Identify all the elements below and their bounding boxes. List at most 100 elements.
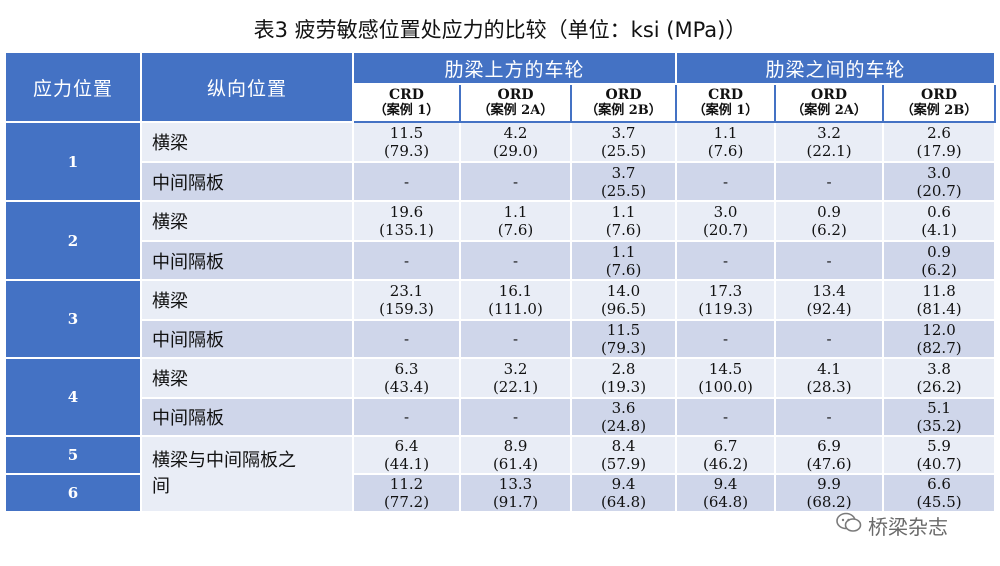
case-name: CRD	[708, 87, 743, 103]
stress-ksi: -	[512, 172, 519, 191]
stress-ksi: 3.6	[611, 399, 636, 417]
stress-ksi: -	[722, 408, 729, 426]
stress-ksi: 1.1	[611, 242, 636, 261]
stress-value-cell: 6.4 (44.1)	[354, 437, 461, 475]
stress-ksi: 1.1	[503, 203, 528, 221]
stress-value-cell: 0.6 (4.1)	[884, 202, 997, 242]
stress-mpa: (64.8)	[702, 493, 749, 511]
stress-mpa: (135.1)	[379, 221, 434, 239]
stress-ksi: 3.0	[713, 203, 738, 221]
stress-value-cell: 11.5 (79.3)	[572, 321, 678, 359]
stress-position-cell: 6	[6, 475, 142, 513]
stress-value-cell: -	[776, 321, 885, 359]
stress-value-cell: 8.4 (57.9)	[572, 437, 678, 475]
stress-mpa: (6.2)	[811, 221, 847, 239]
stress-ksi: 11.2	[389, 475, 424, 493]
stress-value-cell: 5.9 (40.7)	[884, 437, 997, 475]
table-body: 1 横梁 11.5 (79.3) 4.2 (29.0) 3.7 (25.5) 1.1 (7.6) 3…	[6, 123, 997, 513]
stress-value-cell: 3.7 (25.5)	[572, 163, 678, 202]
stress-value-cell: 17.3 (119.3)	[677, 281, 777, 321]
case-id: （案例 2A）	[791, 103, 867, 118]
stress-value-cell: 14.0 (96.5)	[572, 281, 678, 321]
stress-ksi: 9.4	[713, 475, 738, 493]
stress-ksi: 9.9	[817, 475, 841, 493]
stress-value-cell: 9.9 (68.2)	[776, 475, 885, 513]
table-row: 中间隔板 - - 11.5 (79.3) - - 12.0 (82.7)	[6, 321, 997, 359]
stress-value-cell: 1.1 (7.6)	[572, 202, 678, 242]
stress-ksi: 5.1	[927, 399, 951, 417]
stress-mpa: (24.8)	[600, 417, 647, 435]
stress-ksi: 23.1	[389, 282, 424, 300]
header-case: ORD （案例 2B）	[572, 85, 678, 123]
stress-value-cell: 9.4 (64.8)	[572, 475, 678, 513]
case-name: ORD	[811, 87, 848, 103]
stress-value-cell: 2.6 (17.9)	[884, 123, 997, 163]
stress-mpa: (45.5)	[916, 493, 962, 511]
longitudinal-location-label: 中间隔板	[142, 163, 354, 202]
stress-value-cell: -	[354, 321, 461, 359]
stress-ksi: 3.8	[927, 360, 951, 378]
stress-mpa: (25.5)	[600, 142, 647, 160]
stress-value-cell: 6.7 (46.2)	[677, 437, 777, 475]
stress-value-cell: 23.1 (159.3)	[354, 281, 461, 321]
stress-mpa: (35.2)	[916, 417, 962, 435]
stress-mpa: (61.4)	[492, 455, 539, 473]
stress-ksi: 6.6	[927, 475, 951, 493]
stress-value-cell: -	[461, 163, 572, 202]
header-case: ORD （案例 2A）	[461, 85, 572, 123]
longitudinal-location-label: 横梁与中间隔板之间	[142, 437, 354, 513]
case-name: ORD	[921, 87, 958, 103]
stress-ksi: 6.7	[713, 437, 738, 455]
case-name: ORD	[497, 87, 534, 103]
stress-ksi: -	[403, 408, 410, 426]
stress-value-cell: 11.8 (81.4)	[884, 281, 997, 321]
stress-value-cell: -	[461, 399, 572, 437]
stress-mpa: (28.3)	[806, 378, 852, 396]
stress-ksi: -	[403, 330, 410, 348]
case-name: CRD	[389, 87, 424, 103]
stress-ksi: -	[826, 330, 832, 348]
stress-mpa: (77.2)	[383, 493, 430, 511]
stress-value-cell: 4.1 (28.3)	[776, 359, 885, 399]
table-row: 中间隔板 - - 1.1 (7.6) - - 0.9 (6.2)	[6, 242, 997, 281]
stress-value-cell: 16.1 (111.0)	[461, 281, 572, 321]
stress-value-cell: 13.3 (91.7)	[461, 475, 572, 513]
stress-value-cell: 2.8 (19.3)	[572, 359, 678, 399]
table-row: 中间隔板 - - 3.7 (25.5) - - 3.0 (20.7)	[6, 163, 997, 202]
stress-mpa: (92.4)	[806, 300, 852, 318]
stress-mpa: (82.7)	[916, 339, 962, 357]
stress-mpa: (96.5)	[600, 300, 647, 318]
watermark: 桥梁杂志	[836, 512, 948, 539]
stress-value-cell: 14.5 (100.0)	[677, 359, 777, 399]
stress-mpa: (111.0)	[488, 300, 543, 318]
header-group-between-ribs: 肋梁之间的车轮	[677, 53, 997, 85]
stress-value-cell: 5.1 (35.2)	[884, 399, 997, 437]
table-row: 3 横梁 23.1 (159.3) 16.1 (111.0) 14.0 (96.5) 17.3(…	[6, 281, 997, 359]
stress-position-cell: 4	[6, 359, 142, 437]
stress-ksi: -	[512, 251, 519, 270]
stress-ksi: 16.1	[498, 282, 533, 300]
stress-mpa: (57.9)	[600, 455, 647, 473]
table-row: 1 横梁 11.5 (79.3) 4.2 (29.0) 3.7 (25.5) 1.1 (7.6) 3…	[6, 123, 997, 202]
stress-mpa: (46.2)	[702, 455, 749, 473]
stress-value-cell: 12.0 (82.7)	[884, 321, 997, 359]
stress-mpa: (22.1)	[806, 142, 852, 160]
stress-ksi: 8.4	[611, 437, 636, 455]
stress-value-cell: 6.9 (47.6)	[776, 437, 885, 475]
stress-mpa: (43.4)	[383, 378, 430, 396]
longitudinal-location-label: 横梁	[142, 281, 354, 321]
stress-mpa: (20.7)	[702, 221, 749, 239]
stress-mpa: (17.9)	[916, 142, 962, 160]
stress-value-cell: 6.3 (43.4)	[354, 359, 461, 399]
stress-mpa: (19.3)	[600, 378, 647, 396]
stress-mpa: (64.8)	[600, 493, 647, 511]
stress-ksi: 5.9	[927, 437, 951, 455]
stress-mpa: (47.6)	[806, 455, 852, 473]
stress-ksi: 14.5	[708, 360, 743, 378]
stress-value-cell: -	[776, 399, 885, 437]
stress-value-cell: -	[461, 242, 572, 281]
stress-ksi: -	[826, 408, 832, 426]
stress-value-cell: -	[677, 399, 777, 437]
stress-ksi: 3.0	[927, 163, 951, 182]
stress-value-cell: 11.5 (79.3)	[354, 123, 461, 163]
